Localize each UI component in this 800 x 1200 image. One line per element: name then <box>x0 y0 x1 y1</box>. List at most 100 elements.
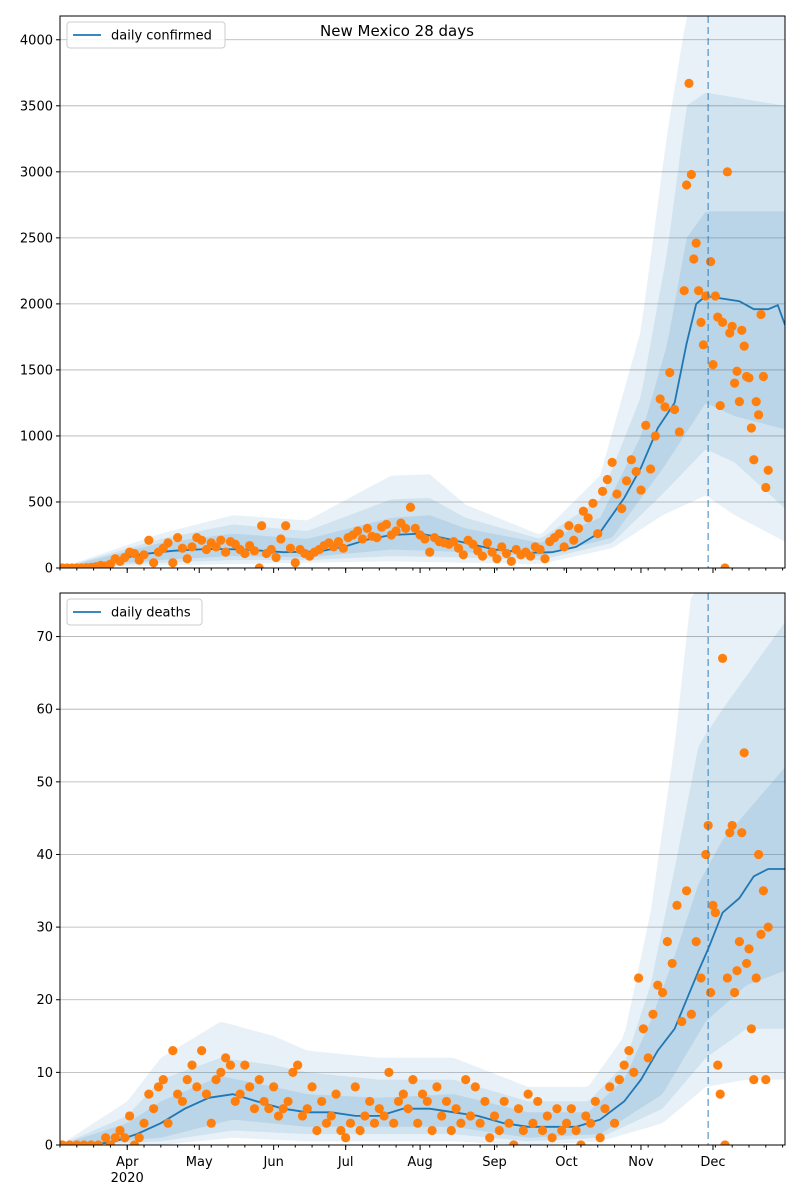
confirmed-ytick-label: 1500 <box>20 363 53 378</box>
confirmed-observed-point <box>285 543 296 553</box>
deaths-observed-point <box>72 1140 82 1145</box>
confirmed-observed-point <box>281 521 291 531</box>
confirmed-observed-point <box>257 521 267 531</box>
confirmed-observed-point <box>569 535 579 545</box>
confirmed-observed-point <box>691 238 701 248</box>
confirmed-observed-point <box>617 503 627 514</box>
deaths-observed-point <box>288 1067 298 1077</box>
confirmed-observed-point <box>631 466 641 477</box>
confirmed-legend-box <box>66 21 226 49</box>
confirmed-observed-point <box>705 257 716 267</box>
deaths-observed-point <box>249 1104 260 1114</box>
confirmed-observed-point <box>722 167 732 177</box>
confirmed-observed-point <box>588 498 598 508</box>
deaths-observed-point <box>657 987 668 998</box>
confirmed-axes-frame <box>59 15 786 569</box>
confirmed-observed-point <box>763 465 773 475</box>
deaths-observed-point <box>173 1089 183 1099</box>
confirmed-observed-point <box>535 544 545 555</box>
confirmed-observed-point <box>333 536 344 547</box>
confirmed-observed-point <box>681 180 692 190</box>
deaths-observed-point <box>360 1111 370 1121</box>
deaths-observed-point <box>708 900 718 910</box>
deaths-observed-point <box>758 886 768 896</box>
confirmed-observed-point <box>696 317 706 327</box>
deaths-observed-point <box>345 1118 356 1128</box>
deaths-plot-area <box>60 593 785 1145</box>
confirmed-observed-point <box>449 536 459 547</box>
deaths-observed-point <box>79 1140 89 1145</box>
deaths-observed-point <box>254 1075 264 1085</box>
deaths-observed-point <box>513 1104 524 1114</box>
deaths-observed-point <box>432 1082 442 1092</box>
deaths-xtick-label: Sep <box>482 1155 507 1170</box>
confirmed-observed-point <box>655 394 665 404</box>
confirmed-observed-point <box>573 523 584 533</box>
confirmed-observed-point <box>734 397 744 407</box>
deaths-observed-point <box>177 1096 188 1107</box>
confirmed-observed-point <box>216 535 226 545</box>
deaths-observed-point <box>139 1118 149 1128</box>
deaths-observed-point <box>341 1133 351 1143</box>
deaths-ytick-label: 20 <box>36 993 53 1008</box>
deaths-observed-point <box>720 1140 730 1145</box>
deaths-observed-point <box>686 1009 696 1019</box>
deaths-observed-point <box>619 1060 629 1070</box>
deaths-observed-point <box>705 987 716 998</box>
deaths-legend-box <box>66 598 203 626</box>
deaths-observed-point <box>691 937 701 947</box>
deaths-observed-point <box>408 1075 418 1085</box>
deaths-observed-point <box>221 1053 231 1063</box>
confirmed-observed-point <box>453 543 464 553</box>
deaths-observed-point <box>86 1140 96 1145</box>
deaths-observed-point <box>235 1089 245 1099</box>
deaths-legend: daily deaths <box>66 598 203 626</box>
deaths-observed-point <box>326 1111 336 1121</box>
deaths-observed-point <box>168 1045 178 1056</box>
deaths-observed-point <box>701 849 711 860</box>
deaths-observed-point <box>336 1125 346 1136</box>
deaths-uncertainty-band <box>60 593 785 1145</box>
confirmed-observed-point <box>144 535 154 545</box>
deaths-ytick-label: 70 <box>36 630 53 645</box>
deaths-observed-point <box>374 1104 384 1114</box>
deaths-observed-point <box>609 1118 620 1128</box>
confirmed-observed-point <box>381 519 392 530</box>
confirmed-observed-point <box>698 340 708 350</box>
deaths-observed-point <box>648 1009 658 1019</box>
deaths-observed-point <box>240 1060 250 1070</box>
confirmed-ytick-label: 1000 <box>20 429 53 444</box>
deaths-ytick-label: 30 <box>36 921 53 936</box>
deaths-observed-point <box>605 1082 615 1092</box>
confirmed-observed-point <box>749 455 759 465</box>
confirmed-observed-point <box>739 341 749 351</box>
deaths-observed-point <box>437 1111 447 1121</box>
confirmed-ytick-label: 0 <box>45 562 53 577</box>
deaths-ytick-label: 0 <box>45 1139 53 1154</box>
confirmed-observed-point <box>372 533 382 543</box>
confirmed-observed-point <box>497 542 507 552</box>
deaths-axes-frame <box>59 592 786 1146</box>
deaths-observed-point <box>379 1111 389 1121</box>
deaths-xtick-label: Oct <box>555 1155 577 1170</box>
deaths-observed-point <box>600 1104 610 1114</box>
deaths-observed-point <box>552 1104 562 1114</box>
deaths-xtick-label: Nov <box>628 1155 654 1170</box>
confirmed-observed-point <box>720 563 730 568</box>
confirmed-observed-point <box>129 548 140 559</box>
deaths-observed-point <box>737 828 747 838</box>
deaths-observed-point <box>732 966 742 976</box>
deaths-observed-point <box>485 1133 495 1143</box>
deaths-observed-point <box>494 1125 504 1136</box>
deaths-ytick-label: 10 <box>36 1066 53 1081</box>
deaths-observed-point <box>727 820 737 831</box>
deaths-observed-point <box>662 937 672 947</box>
deaths-observed-point <box>509 1140 519 1145</box>
confirmed-observed-point <box>163 538 173 548</box>
deaths-observed-point <box>206 1118 216 1128</box>
confirmed-observed-point <box>168 558 178 568</box>
deaths-xtick-label: Apr <box>116 1155 139 1170</box>
year-label: 2020 <box>111 1171 144 1186</box>
confirmed-observed-point <box>559 542 569 552</box>
deaths-xtick-label: Jul <box>337 1155 354 1170</box>
